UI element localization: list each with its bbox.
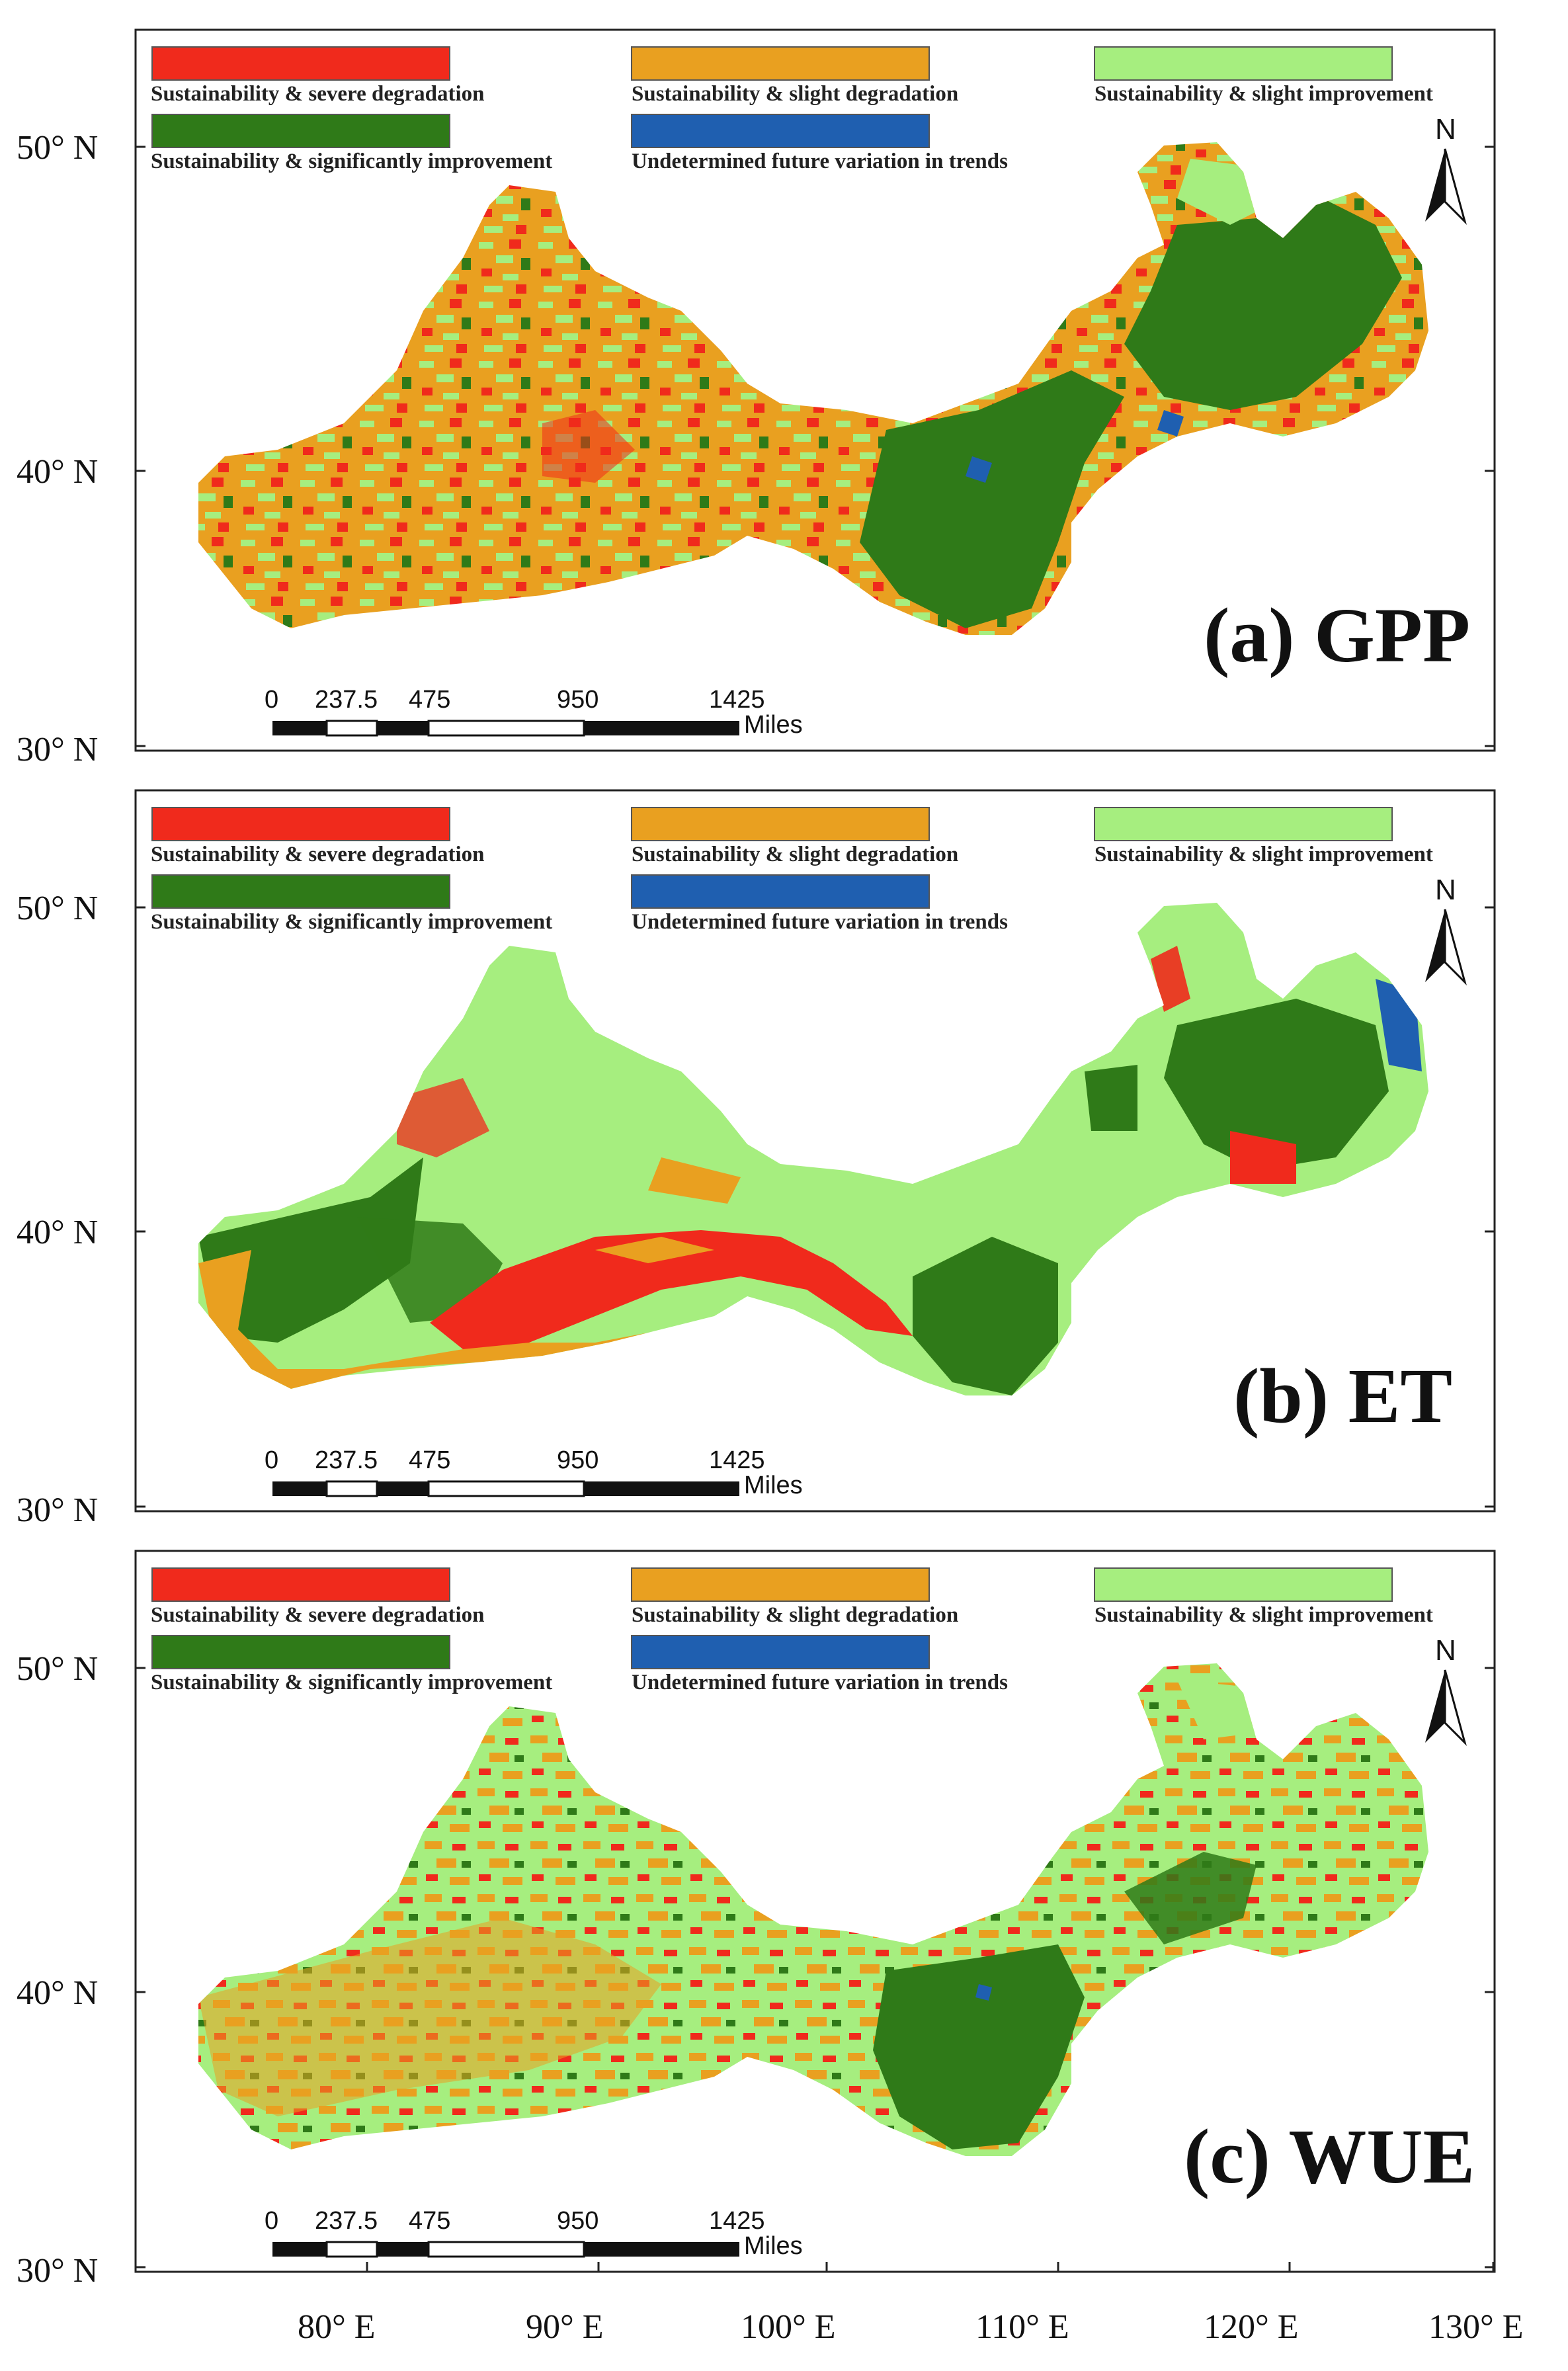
legend-label-slight-improvement: Sustainability & slight improvement xyxy=(1094,843,1433,866)
legend-label-slight-degradation: Sustainability & slight degradation xyxy=(632,843,958,866)
legend-label-severe: Sustainability & severe degradation xyxy=(151,1603,485,1627)
legend-label-slight-degradation: Sustainability & slight degradation xyxy=(632,1603,958,1627)
panel-et: Sustainability & severe degradation Sust… xyxy=(17,789,1496,1529)
scale-tick-1425: 1425 xyxy=(709,686,765,714)
lat-axis: 50° N 40° N 30° N xyxy=(17,890,1495,1529)
north-label: N xyxy=(1435,113,1456,146)
lat-label-40: 40° N xyxy=(17,1974,98,2012)
panel-wue: Sustainability & severe degradation Sust… xyxy=(17,1550,1496,2290)
legend-label-severe: Sustainability & severe degradation xyxy=(151,82,485,106)
lon-axis: 80° E 90° E 100° E 110° E 120° E 130° E xyxy=(298,2262,1524,2346)
panel-gpp: Sustainability & severe degradation Sust… xyxy=(17,28,1496,769)
panel-title: (c) WUE xyxy=(1184,2113,1475,2200)
legend-label-significant: Sustainability & significantly improveme… xyxy=(151,1671,552,1694)
lon-label-120: 120° E xyxy=(1204,2308,1299,2346)
legend-label-slight-improvement: Sustainability & slight improvement xyxy=(1094,1603,1433,1627)
scale-unit: Miles xyxy=(744,711,803,739)
scale-bar: 0 237.5 475 950 1425 Miles xyxy=(265,686,803,739)
scale-unit: Miles xyxy=(744,1472,803,1499)
panel-title: (b) ET xyxy=(1233,1352,1452,1439)
scale-tick-950: 950 xyxy=(557,1446,598,1474)
legend-swatch-slight-improvement xyxy=(1094,46,1393,81)
legend-swatch-severe xyxy=(151,1567,450,1602)
legend-swatch-severe xyxy=(151,46,450,81)
lon-label-130: 130° E xyxy=(1428,2308,1524,2346)
legend-swatch-significant xyxy=(151,874,450,909)
lat-label-30: 30° N xyxy=(17,1491,98,1529)
scale-unit: Miles xyxy=(744,2232,803,2260)
legend-swatch-significant xyxy=(151,1635,450,1669)
scale-tick-475: 475 xyxy=(409,686,450,714)
legend-swatch-severe xyxy=(151,807,450,841)
legend-label-significant: Sustainability & significantly improveme… xyxy=(151,910,552,934)
legend-label-severe: Sustainability & severe degradation xyxy=(151,843,485,866)
legend-swatch-undetermined xyxy=(631,1635,930,1669)
legend-swatch-slight-degradation xyxy=(631,1567,930,1602)
lat-axis: 50° N 40° N 30° N xyxy=(17,1650,1495,2290)
lat-label-50: 50° N xyxy=(17,890,98,927)
scale-tick-475: 475 xyxy=(409,2207,450,2235)
lon-label-80: 80° E xyxy=(298,2308,376,2346)
legend: Sustainability & severe degradation Sust… xyxy=(151,46,1433,173)
north-arrow: N xyxy=(1425,113,1467,226)
legend-label-slight-improvement: Sustainability & slight improvement xyxy=(1094,82,1433,106)
scale-tick-1425: 1425 xyxy=(709,2207,765,2235)
north-arrow: N xyxy=(1425,1634,1467,1747)
lat-label-50: 50° N xyxy=(17,129,98,167)
legend-label-undetermined: Undetermined future variation in trends xyxy=(632,149,1008,173)
lat-axis: 50° N 40° N 30° N xyxy=(17,129,1495,769)
north-arrow: N xyxy=(1425,874,1467,986)
legend-label-undetermined: Undetermined future variation in trends xyxy=(632,1671,1008,1694)
lat-label-30: 30° N xyxy=(17,731,98,769)
lat-label-30: 30° N xyxy=(17,2252,98,2290)
scale-tick-237-5: 237.5 xyxy=(315,2207,378,2235)
legend-swatch-undetermined xyxy=(631,874,930,909)
lon-label-100: 100° E xyxy=(741,2308,836,2346)
scale-tick-0: 0 xyxy=(265,1446,278,1474)
lat-label-40: 40° N xyxy=(17,453,98,491)
scale-tick-475: 475 xyxy=(409,1446,450,1474)
legend-label-slight-degradation: Sustainability & slight degradation xyxy=(632,82,958,106)
panel-title: (a) GPP xyxy=(1204,592,1470,679)
scale-tick-1425: 1425 xyxy=(709,1446,765,1474)
scale-tick-0: 0 xyxy=(265,2207,278,2235)
legend: Sustainability & severe degradation Sust… xyxy=(151,807,1433,934)
scale-tick-0: 0 xyxy=(265,686,278,714)
north-label: N xyxy=(1435,1634,1456,1667)
legend-label-significant: Sustainability & significantly improveme… xyxy=(151,149,552,173)
legend: Sustainability & severe degradation Sust… xyxy=(151,1567,1433,1694)
legend-swatch-undetermined xyxy=(631,114,930,148)
legend-swatch-slight-degradation xyxy=(631,46,930,81)
scale-tick-237-5: 237.5 xyxy=(315,1446,378,1474)
scale-tick-237-5: 237.5 xyxy=(315,686,378,714)
scale-tick-950: 950 xyxy=(557,686,598,714)
legend-swatch-significant xyxy=(151,114,450,148)
scale-bar: 0 237.5 475 950 1425 Miles xyxy=(265,2207,803,2260)
legend-swatch-slight-degradation xyxy=(631,807,930,841)
lon-label-110: 110° E xyxy=(975,2308,1069,2346)
scale-bar: 0 237.5 475 950 1425 Miles xyxy=(265,1446,803,1499)
north-label: N xyxy=(1435,874,1456,906)
legend-swatch-slight-improvement xyxy=(1094,1567,1393,1602)
lat-label-50: 50° N xyxy=(17,1650,98,1688)
scale-tick-950: 950 xyxy=(557,2207,598,2235)
legend-label-undetermined: Undetermined future variation in trends xyxy=(632,910,1008,934)
legend-swatch-slight-improvement xyxy=(1094,807,1393,841)
lon-label-90: 90° E xyxy=(526,2308,604,2346)
lat-label-40: 40° N xyxy=(17,1214,98,1251)
